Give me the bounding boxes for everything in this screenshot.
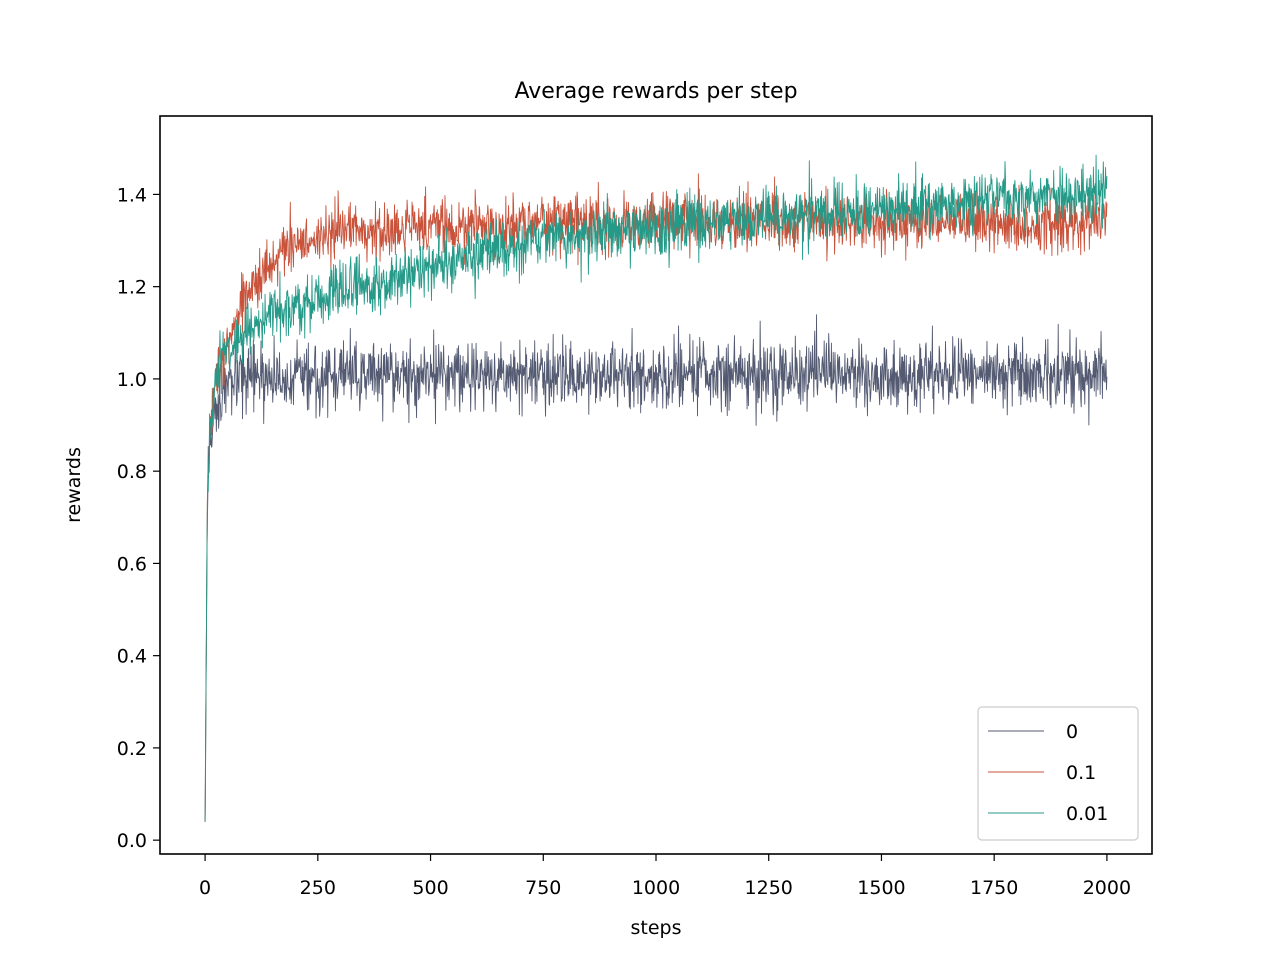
y-tick-label-6: 1.2 bbox=[117, 277, 147, 299]
x-tick-label-2000: 2000 bbox=[1083, 877, 1131, 899]
x-axis-label: steps bbox=[631, 917, 682, 939]
x-tick-label-1750: 1750 bbox=[970, 877, 1018, 899]
series-line-0 bbox=[204, 314, 1108, 822]
x-tick-label-500: 500 bbox=[412, 877, 448, 899]
legend: 0 0.1 0.01 bbox=[977, 706, 1139, 841]
x-tick-label-1250: 1250 bbox=[745, 877, 793, 899]
y-tick-label-3: 0.6 bbox=[117, 553, 147, 575]
chart-title: Average rewards per step bbox=[514, 79, 797, 104]
y-tick-label-5: 1.0 bbox=[117, 369, 147, 391]
series-line-0.01 bbox=[204, 154, 1108, 822]
y-tick-label-2: 0.4 bbox=[117, 646, 147, 668]
x-tick-label-250: 250 bbox=[300, 877, 336, 899]
y-tick-label-7: 1.4 bbox=[117, 184, 147, 206]
y-tick-label-1: 0.2 bbox=[117, 738, 147, 760]
plot-lines bbox=[204, 154, 1108, 822]
x-tick-label-0: 0 bbox=[199, 877, 211, 899]
y-axis-label: rewards bbox=[63, 447, 85, 523]
y-tick-label-4: 0.8 bbox=[117, 461, 147, 483]
x-tick-label-1000: 1000 bbox=[632, 877, 680, 899]
y-axis: 0.0 0.2 0.4 0.6 0.8 1.0 1.2 1.4 bbox=[117, 184, 160, 852]
legend-label-2: 0.01 bbox=[1066, 803, 1108, 825]
x-tick-label-750: 750 bbox=[525, 877, 561, 899]
x-tick-label-1500: 1500 bbox=[857, 877, 905, 899]
legend-label-0: 0 bbox=[1066, 721, 1078, 743]
legend-box bbox=[977, 706, 1139, 841]
y-tick-label-0: 0.0 bbox=[117, 830, 147, 852]
x-axis: 0 250 500 750 1000 1250 1500 1750 2000 bbox=[199, 854, 1131, 899]
legend-label-1: 0.1 bbox=[1066, 762, 1096, 784]
